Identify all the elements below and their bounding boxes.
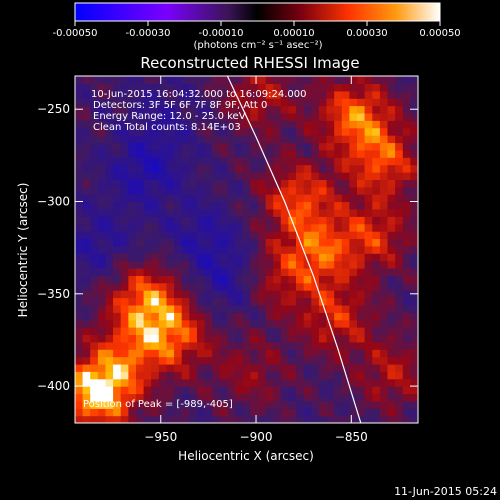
x-axis-ticks: −950 −900 −850 — [144, 76, 368, 444]
x-axis-label: Heliocentric X (arcsec) — [178, 449, 314, 463]
chart-title: Reconstructed RHESSI Image — [140, 54, 359, 72]
colorbar-ticks — [74, 21, 441, 26]
y-axis-ticks: −400 −350 −300 −250 — [37, 102, 418, 393]
info-time: 10-Jun-2015 16:04:32.000 to 16:09:24.000 — [91, 89, 307, 100]
colorbar-tick-label: -0.00050 — [53, 28, 98, 39]
colorbar-tick-labels: -0.00050 -0.00030 -0.00010 0.00010 0.00030 0.… — [53, 28, 461, 39]
y-tick-label: −350 — [37, 287, 70, 301]
colorbar-unit: (photons cm⁻² s⁻¹ asec⁻²) — [193, 40, 322, 51]
colorbar-tick-label: -0.00010 — [199, 28, 244, 39]
heatmap-cells — [75, 76, 418, 423]
x-tick-label: −900 — [240, 430, 273, 444]
colorbar-tick-label: 0.00050 — [419, 28, 460, 39]
limb-line — [226, 76, 362, 423]
info-detectors: Detectors: 3F 5F 6F 7F 8F 9F, Att 0 — [93, 100, 267, 111]
x-tick-label: −950 — [144, 430, 177, 444]
info-energy: Energy Range: 12.0 - 25.0 keV — [93, 111, 246, 122]
colorbar-tick-label: 0.00010 — [273, 28, 314, 39]
plot-frame — [74, 75, 419, 424]
colorbar — [74, 2, 441, 22]
y-tick-label: −250 — [37, 102, 70, 116]
colorbar-tick-label: 0.00030 — [346, 28, 387, 39]
footer-timestamp: 11-Jun-2015 05:24 — [394, 485, 497, 498]
y-axis-label: Heliocentric Y (arcsec) — [16, 183, 30, 318]
y-tick-label: −300 — [37, 195, 70, 209]
colorbar-tick-label: -0.00030 — [126, 28, 171, 39]
info-peak: Position of Peak = [-989,-405] — [83, 399, 233, 410]
plot-area — [75, 76, 418, 423]
info-clean: Clean Total counts: 8.14E+03 — [93, 122, 241, 133]
x-tick-label: −850 — [335, 430, 368, 444]
y-tick-label: −400 — [37, 379, 70, 393]
